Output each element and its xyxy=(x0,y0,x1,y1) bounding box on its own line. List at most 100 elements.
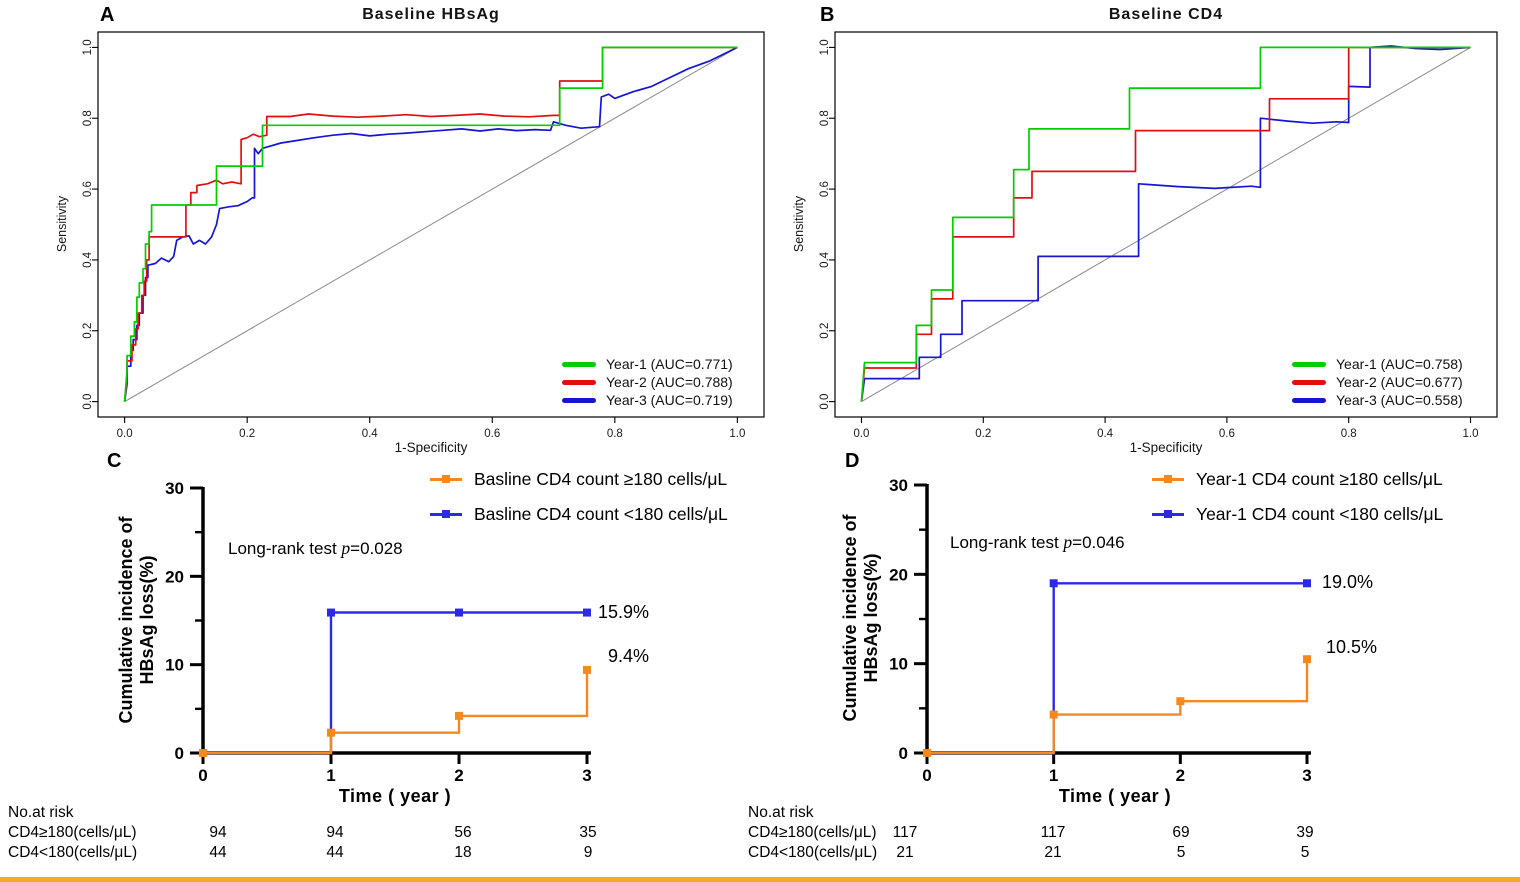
stat-prefix: Long-rank test xyxy=(228,539,342,558)
legend-line-swatch xyxy=(1152,509,1184,518)
x-tick-label: 0.0 xyxy=(853,428,869,440)
y-tick-label: 10 xyxy=(889,655,908,674)
legend-line-swatch xyxy=(562,379,596,385)
y-tick-label: 20 xyxy=(889,565,908,584)
km-d-square-marker xyxy=(1303,579,1311,588)
roc-a-plot-box xyxy=(97,31,765,418)
km-c-square-marker xyxy=(327,728,335,737)
legend-line-swatch xyxy=(562,361,596,367)
roc-a-curve-3 xyxy=(123,46,738,402)
stat-value: =0.028 xyxy=(350,539,403,558)
y-tick-label: 0.8 xyxy=(82,110,94,126)
x-tick-label: 0.8 xyxy=(1341,428,1357,440)
km-d-step-line-orange xyxy=(927,659,1309,755)
y-tick-label: 0.6 xyxy=(819,181,831,197)
x-tick-label: 2 xyxy=(454,766,463,785)
x-tick-label: 0.4 xyxy=(1097,428,1114,440)
legend-entry: Year-2 (AUC=0.677) xyxy=(1292,374,1463,390)
km-c-square-marker xyxy=(455,711,463,720)
km-c-square-marker xyxy=(583,665,591,674)
legend-entry: Year-1 CD4 count <180 cells/μL xyxy=(1152,503,1443,525)
x-tick-label: 0.0 xyxy=(117,428,133,440)
km-c-square-marker xyxy=(327,608,335,617)
stat-value: =0.046 xyxy=(1072,533,1125,552)
panel-c-orange-end-label: 9.4% xyxy=(608,646,650,666)
panel-d-yaxis-label: Cumulative incidence of HBsAg loss(%) xyxy=(840,468,884,768)
panel-a-yaxis-label: Sensitivity xyxy=(55,195,69,253)
risk-value: 21 xyxy=(1044,844,1062,861)
x-tick-label: 0.4 xyxy=(362,428,379,440)
panel-c-blue-end-label: 15.9% xyxy=(598,602,650,622)
risk-row-label: CD4≥180(cells/μL) xyxy=(748,824,877,841)
km-d-step-line-blue xyxy=(927,582,1307,755)
roc-b-plot-box xyxy=(834,31,1498,418)
legend-line-swatch xyxy=(430,509,462,518)
km-d-square-marker xyxy=(1176,697,1185,706)
x-tick-label: 0.2 xyxy=(975,428,991,440)
panel-b-legend: Year-1 (AUC=0.758) Year-2 (AUC=0.677) Ye… xyxy=(1292,356,1463,408)
risk-table-row: CD4<180(cells/μL) 44 44 18 9 xyxy=(8,844,648,864)
panel-c-risk-table: No.at risk CD4≥180(cells/μL) 94 94 56 35… xyxy=(8,804,648,864)
km-d-square-marker xyxy=(1303,655,1311,664)
roc-a-diagonal-line xyxy=(124,46,738,403)
risk-value: 35 xyxy=(579,824,597,841)
legend-square-marker xyxy=(442,509,450,518)
panel-c-legend: Basline CD4 count ≥180 cells/μL Basline … xyxy=(430,468,728,525)
x-tick-label: 3 xyxy=(1302,766,1311,785)
risk-value: 56 xyxy=(454,824,472,841)
legend-label: Year-1 CD4 count <180 cells/μL xyxy=(1196,503,1444,524)
x-tick-label: 0.6 xyxy=(484,428,500,440)
x-tick-label: 1.0 xyxy=(1463,428,1479,440)
stat-p-symbol: p xyxy=(341,538,351,558)
risk-value: 94 xyxy=(326,824,344,841)
y-tick-label: 0 xyxy=(899,744,908,763)
km-c-square-marker xyxy=(583,608,591,617)
risk-value: 21 xyxy=(896,844,914,861)
risk-table-title: No.at risk xyxy=(748,804,814,821)
panel-d-letter: D xyxy=(845,450,860,472)
risk-value: 9 xyxy=(583,844,593,861)
risk-value: 94 xyxy=(209,824,227,841)
x-tick-label: 1 xyxy=(326,766,335,785)
risk-value: 44 xyxy=(209,844,227,861)
risk-table-row: CD4<180(cells/μL) 21 21 5 5 xyxy=(748,844,1388,864)
km-c-step-line-orange xyxy=(203,670,589,755)
legend-label: Year-1 CD4 count ≥180 cells/μL xyxy=(1196,468,1443,489)
roc-b-curve-3 xyxy=(860,45,1471,402)
panel-a-letter: A xyxy=(100,4,115,26)
legend-label: Year-3 (AUC=0.558) xyxy=(1336,392,1463,408)
y-tick-label: 1.0 xyxy=(82,39,94,55)
legend-entry: Year-2 (AUC=0.788) xyxy=(562,374,733,390)
x-tick-label: 1 xyxy=(1049,766,1058,785)
panel-b-title: Baseline CD4 xyxy=(1108,6,1224,23)
legend-entry: Year-3 (AUC=0.558) xyxy=(1292,392,1463,408)
legend-label: Basline CD4 count ≥180 cells/μL xyxy=(474,468,728,489)
legend-entry: Basline CD4 count <180 cells/μL xyxy=(430,503,728,525)
y-tick-label: 0.6 xyxy=(82,181,94,197)
yaxis-label-line2: HBsAg loss(%) xyxy=(137,555,157,685)
panel-a-title: Baseline HBsAg xyxy=(362,6,500,23)
roc-b-curve-1 xyxy=(860,46,1471,402)
risk-table-row: CD4≥180(cells/μL) 117 117 69 39 xyxy=(748,824,1388,844)
risk-value: 39 xyxy=(1296,824,1314,841)
x-tick-label: 0 xyxy=(922,766,931,785)
y-tick-label: 20 xyxy=(165,567,184,586)
legend-square-marker xyxy=(442,474,450,483)
km-c-square-marker xyxy=(199,749,207,757)
legend-line-swatch xyxy=(430,474,462,483)
risk-value: 5 xyxy=(1176,844,1186,861)
y-tick-label: 0.2 xyxy=(819,323,831,339)
x-tick-label: 0.2 xyxy=(239,428,255,440)
y-tick-label: 0.4 xyxy=(819,251,831,268)
x-tick-label: 1.0 xyxy=(729,428,745,440)
legend-label: Year-3 (AUC=0.719) xyxy=(606,392,733,408)
x-tick-label: 3 xyxy=(582,766,591,785)
x-tick-label: 0.6 xyxy=(1219,428,1235,440)
legend-label: Year-1 (AUC=0.758) xyxy=(1336,356,1463,372)
panel-c-stat-test: Long-rank test p=0.028 xyxy=(228,538,403,559)
panel-a-xaxis-label: 1-Specificity xyxy=(394,440,468,455)
panel-d-blue-end-label: 19.0% xyxy=(1322,572,1374,592)
y-tick-label: 30 xyxy=(889,476,908,495)
roc-a-curve-2 xyxy=(123,46,738,402)
panel-b-xaxis-label: 1-Specificity xyxy=(1129,440,1203,455)
